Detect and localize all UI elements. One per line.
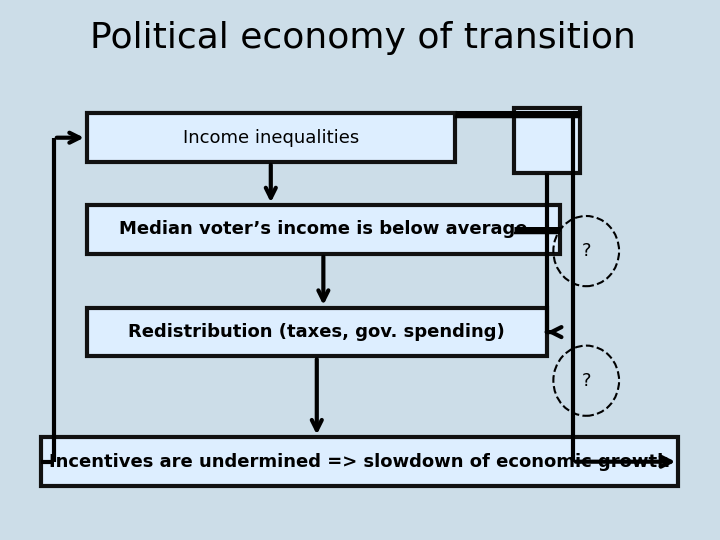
Text: Redistribution (taxes, gov. spending): Redistribution (taxes, gov. spending)	[128, 323, 505, 341]
FancyBboxPatch shape	[514, 108, 580, 173]
FancyBboxPatch shape	[87, 308, 546, 356]
Text: Income inequalities: Income inequalities	[183, 129, 359, 147]
FancyBboxPatch shape	[41, 437, 678, 486]
Text: Political economy of transition: Political economy of transition	[90, 21, 636, 55]
Text: ?: ?	[582, 372, 591, 390]
Text: ?: ?	[582, 242, 591, 260]
Text: Incentives are undermined => slowdown of economic growth: Incentives are undermined => slowdown of…	[49, 453, 670, 471]
FancyBboxPatch shape	[87, 113, 455, 162]
Text: Median voter’s income is below average: Median voter’s income is below average	[119, 220, 528, 239]
FancyBboxPatch shape	[87, 205, 560, 254]
